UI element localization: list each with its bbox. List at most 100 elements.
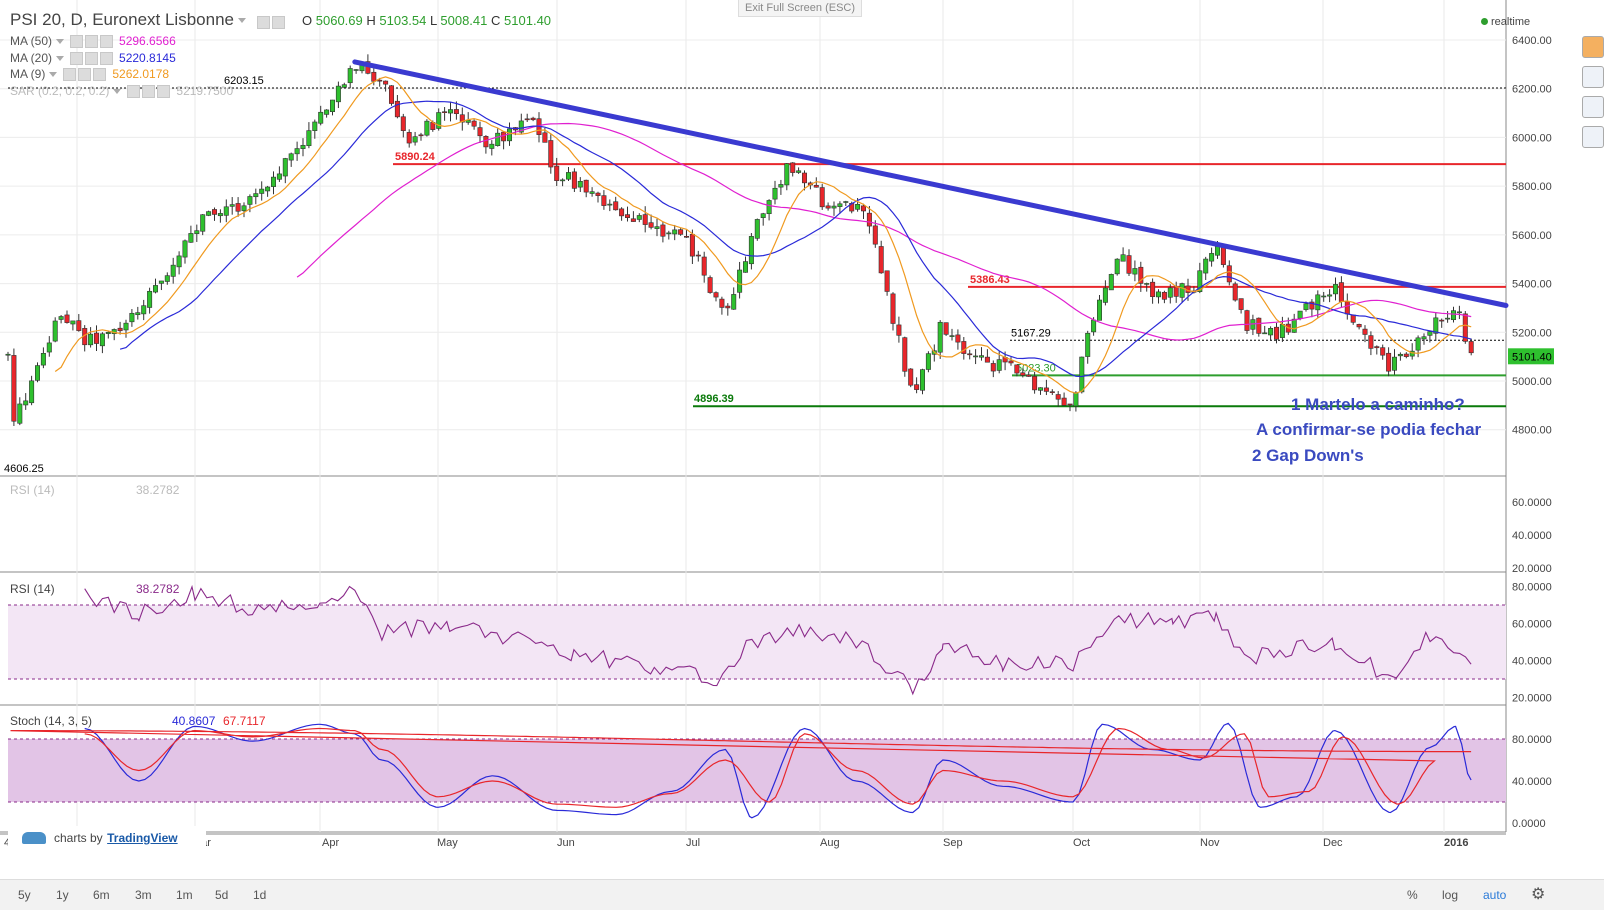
gear-icon[interactable]: ⚙ [1531, 886, 1546, 903]
candle-body [394, 100, 400, 118]
x-tick-label: 2016 [1444, 837, 1468, 849]
candle-body [630, 218, 636, 222]
price-line-label: 5890.24 [395, 151, 436, 163]
indicator-value: 5219.7500 [176, 83, 234, 98]
indicator-value: 5220.8145 [119, 50, 176, 65]
timeframe-5y[interactable]: 5y [18, 888, 31, 902]
timeframe-1m[interactable]: 1m [176, 888, 193, 902]
symbol-title[interactable]: PSI 20, D, Euronext Lisbonne [10, 10, 252, 30]
tool-button-1[interactable] [1582, 66, 1604, 88]
candle-body [52, 320, 58, 342]
candle-body [153, 285, 159, 293]
candle-body [583, 179, 589, 193]
eye-icon[interactable] [257, 16, 270, 30]
price-line-label: 4896.39 [694, 393, 734, 405]
eye-icon[interactable] [127, 84, 141, 98]
timeframe-1d[interactable]: 1d [253, 888, 267, 902]
candle-body [996, 359, 1002, 371]
candle-body [58, 316, 64, 320]
candle-body [790, 162, 796, 173]
chart-canvas[interactable]: 6400.00 6200.00 6000.00 5800.00 5600.00 5400.… [0, 0, 1604, 880]
candle-body [88, 333, 94, 346]
exit-fullscreen-button[interactable]: Exit Full Screen (ESC) [738, 0, 863, 17]
candle-body [288, 153, 294, 161]
symbol-menu-caret[interactable] [237, 18, 246, 24]
log-scale-button[interactable]: log [1442, 888, 1459, 902]
candle-body [70, 320, 76, 325]
annotation-text: A confirmar-se podia fechar [1256, 420, 1482, 439]
candle-body [896, 324, 902, 336]
close-icon[interactable] [100, 51, 114, 65]
settings-icon[interactable] [85, 35, 99, 49]
candle-body [235, 203, 241, 212]
candle-body [406, 132, 412, 144]
panel-value: 38.2782 [136, 582, 180, 596]
close-icon[interactable] [100, 35, 114, 49]
close-icon[interactable] [93, 68, 107, 82]
candle-body [1108, 274, 1114, 291]
collapse-panel-button[interactable] [1582, 36, 1604, 58]
tool-button-3[interactable] [1582, 126, 1604, 148]
timeframe-6m[interactable]: 6m [93, 888, 110, 902]
stoch-k-line [84, 722, 1472, 819]
candle-body [229, 204, 235, 207]
ohlc-readout: O 5060.69 H 5103.54 L 5008.41 C 5101.40 [302, 13, 551, 28]
timeframe-3m[interactable]: 3m [135, 888, 152, 902]
candle-body [76, 320, 82, 331]
candle-body [760, 213, 766, 218]
indicator-label: MA (20) [10, 50, 53, 65]
candle-body [784, 163, 790, 186]
stoch-tick-label: 0.0000 [1512, 818, 1546, 830]
candle-body [1244, 310, 1250, 331]
eye-icon[interactable] [70, 35, 84, 49]
timeframe-5d[interactable]: 5d [215, 888, 229, 902]
candle-body [1362, 328, 1368, 335]
indicator-row-0[interactable]: MA (50) 5296.6566 [10, 34, 176, 49]
candle-body [914, 384, 920, 390]
settings-icon[interactable] [142, 84, 156, 98]
indicator-menu-caret[interactable] [113, 88, 122, 94]
candle-body [1397, 353, 1403, 357]
percent-scale-button[interactable]: % [1407, 888, 1418, 902]
indicator-menu-caret[interactable] [49, 72, 58, 78]
candle-body [459, 114, 465, 123]
indicator-row-2[interactable]: MA (9) 5262.0178 [10, 67, 169, 82]
indicator-row-3[interactable]: SAR (0.2, 0.2, 0.2) 5219.7500 [10, 84, 233, 98]
settings-icon[interactable] [78, 68, 92, 82]
candle-body [1150, 281, 1156, 297]
candle-body [1173, 286, 1179, 297]
tool-button-2[interactable] [1582, 96, 1604, 118]
eye-icon[interactable] [70, 51, 84, 65]
candle-body [1008, 360, 1014, 364]
candle-body [1179, 283, 1185, 298]
settings-icon[interactable] [272, 16, 285, 30]
candle-body [1380, 347, 1386, 356]
candle-body [1256, 317, 1262, 334]
candle-body [436, 112, 442, 129]
rsi-tick-label: 40.0000 [1512, 656, 1552, 668]
candle-body [1226, 265, 1232, 283]
indicator-row-1[interactable]: MA (20) 5220.8145 [10, 51, 176, 65]
candle-body [341, 84, 347, 88]
close-icon[interactable] [157, 84, 171, 98]
candle-body [819, 187, 825, 208]
stoch-band [8, 739, 1506, 802]
price-tick-label: 5400.00 [1512, 279, 1552, 291]
candle-body [943, 322, 949, 335]
tradingview-link[interactable]: TradingView [107, 831, 178, 845]
indicator-menu-caret[interactable] [56, 39, 65, 45]
candle-body [418, 134, 424, 137]
candle-body [860, 205, 866, 212]
candle-body [29, 380, 35, 404]
eye-icon[interactable] [63, 68, 77, 82]
candle-body [306, 130, 312, 147]
settings-icon[interactable] [85, 51, 99, 65]
candle-body [613, 201, 619, 211]
indicator-menu-caret[interactable] [56, 55, 65, 61]
timeframe-1y[interactable]: 1y [56, 888, 69, 902]
tradingview-badge[interactable]: charts by TradingView [8, 826, 206, 850]
auto-scale-button[interactable]: auto [1483, 888, 1507, 902]
candle-body [642, 214, 648, 225]
candle-body [1468, 341, 1474, 354]
candle-body [548, 140, 554, 168]
